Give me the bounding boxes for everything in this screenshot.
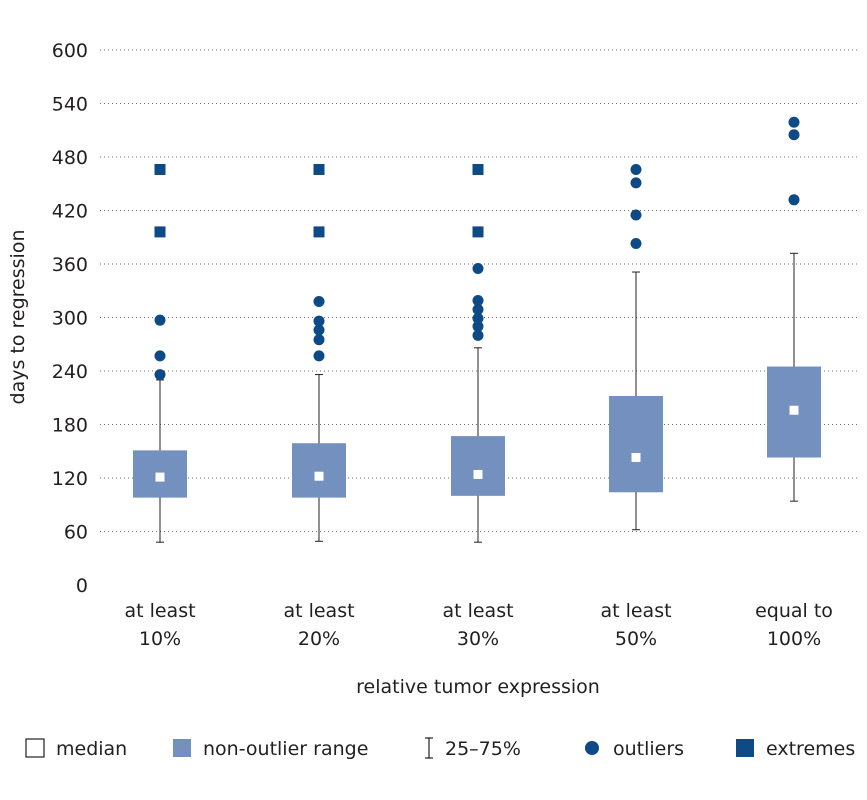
y-tick-label: 60	[64, 522, 88, 544]
outlier-point	[313, 324, 325, 336]
x-axis-ticks: at least 10% at least 20% at least 30% at leas…	[124, 600, 832, 650]
legend-label-range: non-outlier range	[203, 738, 368, 760]
y-tick-label: 0	[76, 575, 88, 597]
extreme-point	[313, 163, 325, 175]
extreme-point	[313, 226, 325, 238]
y-tick-label: 300	[52, 308, 88, 330]
y-tick-label: 240	[52, 361, 88, 383]
box-group	[292, 163, 346, 542]
whisker-icon	[425, 737, 433, 759]
legend-label-median: median	[56, 738, 127, 760]
y-axis-title: days to regression	[7, 230, 29, 405]
median-marker	[155, 472, 165, 482]
outlier-point	[472, 303, 484, 315]
legend: median non-outlier range 25–75% outliers…	[25, 737, 855, 760]
box-group	[133, 163, 187, 543]
outlier-point	[313, 295, 325, 307]
y-axis-ticks: 0 60 120 180 240 300 360 420 480 540 600	[52, 40, 88, 597]
x-tick-label-line1: at least	[124, 600, 195, 622]
outlier-point	[630, 237, 642, 249]
extreme-point	[154, 163, 166, 175]
box	[609, 395, 663, 493]
y-tick-label: 120	[52, 468, 88, 490]
square-marker-icon	[736, 739, 754, 757]
x-tick-label-line2: 30%	[457, 628, 499, 650]
median-marker	[631, 452, 641, 462]
x-tick-label-line1: equal to	[755, 600, 833, 622]
median-swatch-icon	[25, 738, 45, 758]
x-tick-label-line1: at least	[600, 600, 671, 622]
median-marker	[314, 471, 324, 481]
x-tick-label-line2: 50%	[615, 628, 657, 650]
box	[292, 443, 346, 498]
outlier-point	[154, 369, 166, 381]
box-group	[767, 116, 821, 502]
box-group	[451, 163, 505, 543]
median-marker	[789, 405, 799, 415]
outlier-point	[788, 129, 800, 141]
x-tick-label-line1: at least	[283, 600, 354, 622]
outlier-point	[472, 312, 484, 324]
outlier-point	[788, 194, 800, 206]
box-series	[133, 116, 821, 543]
outlier-point	[630, 177, 642, 189]
outlier-point	[472, 262, 484, 274]
outlier-point	[472, 320, 484, 332]
outlier-point	[788, 116, 800, 128]
median-marker	[473, 469, 483, 479]
outlier-point	[154, 350, 166, 362]
y-tick-label: 480	[52, 147, 88, 169]
box	[451, 436, 505, 496]
y-tick-label: 540	[52, 94, 88, 116]
outlier-point	[313, 334, 325, 346]
circle-marker-icon	[585, 741, 599, 755]
legend-label-outliers: outliers	[613, 738, 684, 760]
outlier-point	[154, 314, 166, 326]
y-tick-label: 600	[52, 40, 88, 62]
outlier-point	[472, 329, 484, 341]
legend-label-extremes: extremes	[766, 738, 855, 760]
y-tick-label: 420	[52, 201, 88, 223]
y-tick-label: 360	[52, 254, 88, 276]
outlier-point	[630, 163, 642, 175]
outlier-point	[313, 350, 325, 362]
extreme-point	[472, 163, 484, 175]
extreme-point	[154, 226, 166, 238]
y-tick-label: 180	[52, 415, 88, 437]
x-tick-label-line1: at least	[442, 600, 513, 622]
x-tick-label-line2: 10%	[139, 628, 181, 650]
x-tick-label-line2: 100%	[767, 628, 821, 650]
extreme-point	[472, 226, 484, 238]
outlier-point	[630, 209, 642, 221]
outlier-point	[313, 315, 325, 327]
box-group	[609, 163, 663, 531]
x-axis-title: relative tumor expression	[356, 676, 600, 698]
range-swatch-icon	[173, 739, 191, 757]
x-tick-label-line2: 20%	[298, 628, 340, 650]
legend-label-quartiles: 25–75%	[445, 738, 521, 760]
outlier-point	[472, 295, 484, 307]
